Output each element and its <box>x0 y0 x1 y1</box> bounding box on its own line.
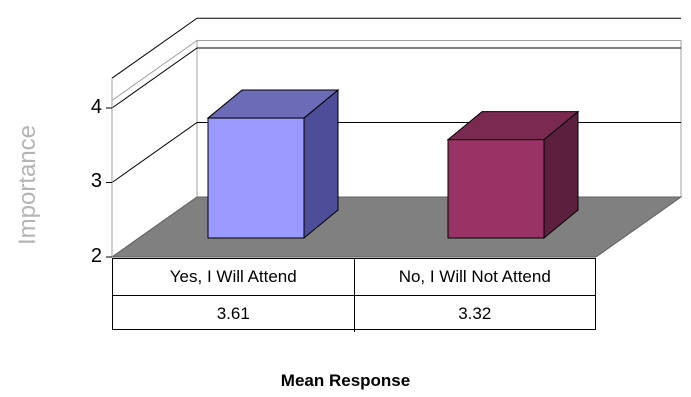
x-axis-label: Mean Response <box>280 371 411 390</box>
table-row-categories: Yes, I Will Attend No, I Will Not Attend <box>113 259 595 295</box>
y-axis-label-box: Importance <box>8 100 48 270</box>
bar-2 <box>446 110 580 240</box>
y-tick-label-3: 3 <box>90 170 102 192</box>
bar-1-front <box>207 117 305 239</box>
bar-2-front <box>447 139 545 239</box>
y-tick-label-4: 4 <box>90 96 102 118</box>
gridline-2 <box>111 47 681 109</box>
gridline-3 <box>111 17 681 79</box>
table-row-values: 3.61 3.32 <box>113 295 595 332</box>
chart-floor <box>110 196 683 258</box>
data-table: Yes, I Will Attend No, I Will Not Attend… <box>112 258 596 332</box>
chart-walls <box>106 17 683 258</box>
value-label-no: 3.32 <box>353 296 596 332</box>
y-axis-label: Importance <box>14 124 41 246</box>
category-label-no: No, I Will Not Attend <box>353 259 596 295</box>
category-label-yes: Yes, I Will Attend <box>169 267 297 286</box>
value-label-yes: 3.61 <box>216 304 250 323</box>
chart-bars <box>206 88 580 240</box>
y-tick-label-2: 2 <box>90 245 102 267</box>
bar-1 <box>206 88 340 240</box>
